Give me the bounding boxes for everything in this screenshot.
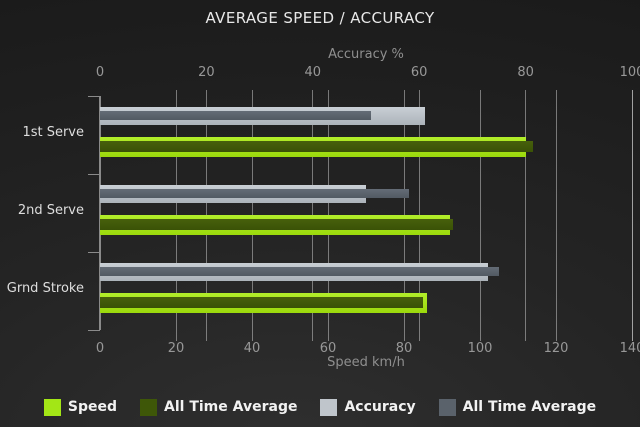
category-axis-tick [88,174,100,175]
bottom-axis-title: Speed km/h [327,355,405,370]
legend-item-accuracy-2[interactable]: Accuracy [320,398,416,416]
bottom-axis-tick-60: 60 [319,341,337,356]
top-axis-tick-60: 60 [410,65,428,80]
legend-swatch-icon [438,398,456,416]
bottom-axis-tick-120: 120 [543,341,569,356]
top-axis-title: Accuracy % [328,47,404,62]
top-axis-tick-40: 40 [304,65,322,80]
bottom-axis-tick-140: 140 [619,341,640,356]
chart-title: AVERAGE SPEED / ACCURACY [205,9,435,27]
legend-swatch-icon [43,398,61,416]
category-axis-line [99,96,101,330]
bottom-axis-tick-20: 20 [167,341,185,356]
bottom-axis-tick-100: 100 [467,341,493,356]
bar-accuracy-alltime-2nd-serve[interactable] [100,189,409,198]
bar-accuracy-alltime-grnd-stroke[interactable] [100,267,499,276]
category-axis-tick [88,252,100,253]
top-axis-tick-100: 100 [619,65,640,80]
top-axis-tick-80: 80 [517,65,534,80]
category-label-1st-serve: 1st Serve [22,125,84,140]
legend: Speed All Time Average Accuracy All Time Av… [0,395,640,419]
legend-label: Accuracy [344,399,416,415]
legend-label: All Time Average [462,399,597,415]
bottom-axis-tick-80: 80 [395,341,413,356]
top-axis-tick-0: 0 [95,65,105,80]
legend-item-all-time-average-3[interactable]: All Time Average [438,398,597,416]
bar-speed-alltime-2nd-serve[interactable] [100,219,454,230]
bar-speed-alltime-grnd-stroke[interactable] [100,297,423,308]
category-label-2nd-serve: 2nd Serve [17,203,84,218]
bar-accuracy-alltime-1st-serve[interactable] [100,111,372,120]
gridline-speed-120 [555,90,557,341]
category-label-grnd-stroke: Grnd Stroke [6,281,84,296]
top-axis-tick-20: 20 [198,65,215,80]
bottom-axis-tick-40: 40 [243,341,261,356]
gridline-speed-140 [631,90,633,341]
legend-item-speed-0[interactable]: Speed [43,398,118,416]
legend-item-all-time-average-1[interactable]: All Time Average [140,398,298,416]
bottom-axis-tick-0: 0 [95,341,105,356]
category-axis-tick [88,96,100,97]
legend-swatch-icon [140,398,158,416]
bar-speed-alltime-1st-serve[interactable] [100,141,534,152]
gridline-accuracy-80 [525,90,527,341]
gridline-speed-100 [479,90,481,341]
legend-swatch-icon [320,398,338,416]
legend-label: Speed [67,399,118,415]
category-axis-tick [88,330,100,331]
legend-label: All Time Average [164,399,298,415]
